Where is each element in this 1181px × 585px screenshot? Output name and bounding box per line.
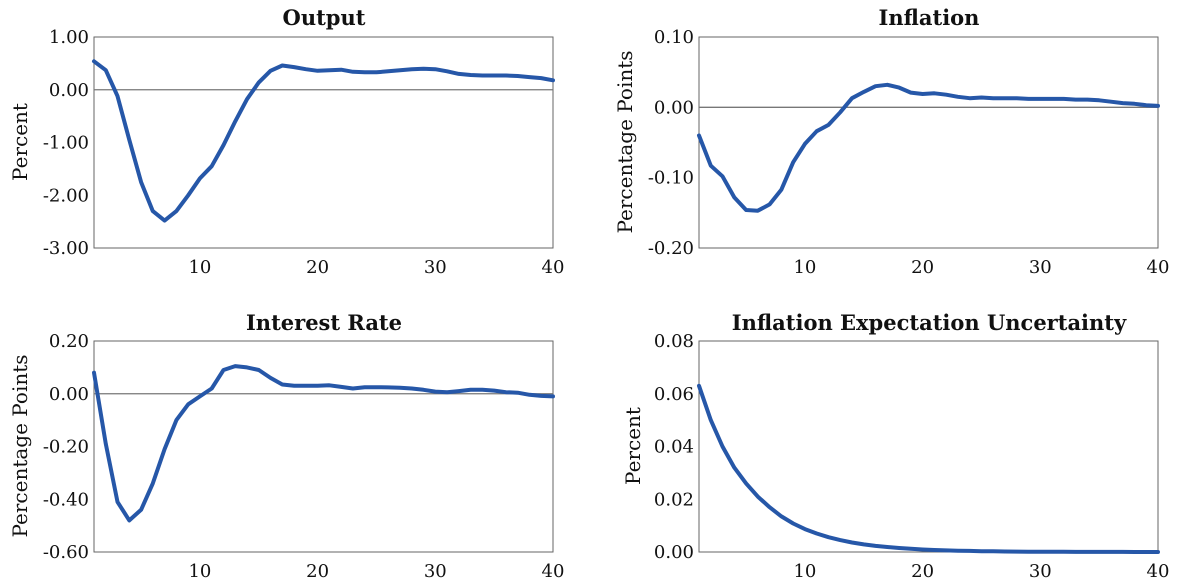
x-tick-label: 40 xyxy=(1147,257,1170,278)
series-line xyxy=(697,383,1160,554)
x-tick-label: 20 xyxy=(911,257,934,278)
x-tick-label: 40 xyxy=(542,561,565,582)
x-tick-label: 10 xyxy=(188,561,211,582)
plot-area: -0.20 -0.10 0.00 0.10 10 20 30 40 xyxy=(648,27,1170,278)
y-tick-label: 0.00 xyxy=(49,384,89,405)
plot-frame xyxy=(93,340,554,553)
series-line xyxy=(697,82,1160,213)
x-tick-label: 20 xyxy=(306,257,329,278)
chart-title: Inflation Expectation Uncertainty xyxy=(732,310,1127,335)
y-tick-label: -1.00 xyxy=(43,133,89,154)
y-tick-label: -0.60 xyxy=(43,542,89,563)
x-tick-label: 40 xyxy=(542,257,565,278)
x-tick-label: 30 xyxy=(1029,561,1052,582)
y-tick-label: 0.06 xyxy=(654,384,694,405)
chart-title: Inflation xyxy=(879,5,980,30)
y-tick-label: 0.04 xyxy=(654,437,694,458)
plot-area: -0.60 -0.40 -0.20 0.00 0.20 10 20 30 40 xyxy=(43,331,565,582)
plot-area: -3.00 -2.00 -1.00 0.00 1.00 10 20 30 40 xyxy=(43,27,565,278)
plot-frame xyxy=(93,36,554,249)
y-axis-label: Percentage Points xyxy=(613,50,637,233)
x-tick-label: 10 xyxy=(793,257,816,278)
y-tick-label: 0.00 xyxy=(49,80,89,101)
y-axis-label: Percent xyxy=(621,407,645,485)
y-tick-label: 0.10 xyxy=(654,27,694,48)
panel-output: Output Percent -3.00 -2.00 -1.00 0.00 1.00 10… xyxy=(8,5,564,278)
chart-title: Interest Rate xyxy=(246,310,402,335)
plot-frame xyxy=(698,36,1159,249)
series-line xyxy=(92,364,555,523)
chart-title: Output xyxy=(283,5,366,30)
x-tick-label: 30 xyxy=(424,561,447,582)
y-tick-label: -0.10 xyxy=(648,168,694,189)
panel-inflation-expectation-uncertainty: Inflation Expectation Uncertainty Percen… xyxy=(621,310,1169,582)
x-tick-label: 40 xyxy=(1147,561,1170,582)
y-tick-label: 0.02 xyxy=(654,489,694,510)
y-tick-label: -0.20 xyxy=(43,437,89,458)
panel-interest-rate: Interest Rate Percentage Points -0.60-0.… xyxy=(8,310,564,582)
x-tick-label: 30 xyxy=(1029,257,1052,278)
x-tick-label: 30 xyxy=(424,257,447,278)
y-tick-label: 1.00 xyxy=(49,27,89,48)
x-tick-label: 10 xyxy=(793,561,816,582)
x-tick-label: 20 xyxy=(911,561,934,582)
y-tick-label: -0.20 xyxy=(648,238,694,259)
series-line xyxy=(92,59,555,223)
y-tick-label: 0.00 xyxy=(654,97,694,118)
panel-inflation: Inflation Percentage Points -0.20 -0.10 0.… xyxy=(613,5,1169,278)
y-tick-label: -0.40 xyxy=(43,489,89,510)
y-tick-label: 0.00 xyxy=(654,542,694,563)
x-tick-label: 20 xyxy=(306,561,329,582)
y-tick-label: -2.00 xyxy=(43,185,89,206)
y-axis-label: Percent xyxy=(8,103,32,181)
y-tick-label: -3.00 xyxy=(43,238,89,259)
y-axis-label: Percentage Points xyxy=(8,354,32,537)
y-tick-label: 0.08 xyxy=(654,331,694,352)
plot-frame xyxy=(698,340,1159,553)
y-tick-label: 0.20 xyxy=(49,331,89,352)
plot-area: 0.00 0.02 0.04 0.06 0.08 10 20 30 40 xyxy=(654,331,1170,582)
x-tick-label: 10 xyxy=(188,257,211,278)
